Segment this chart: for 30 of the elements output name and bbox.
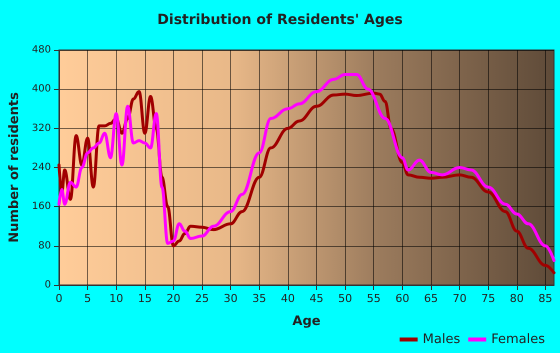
legend-label: Females <box>491 332 546 347</box>
legend-label: Males <box>422 332 460 347</box>
y-tick-label: 0 <box>44 280 51 290</box>
y-axis-title: Number of residents <box>7 92 22 243</box>
x-tick-label: 30 <box>224 292 238 305</box>
x-tick-label: 70 <box>452 292 467 305</box>
x-tick-label: 40 <box>280 292 295 305</box>
y-tick-label: 320 <box>32 122 51 134</box>
y-tick-label: 160 <box>32 201 51 212</box>
x-tick-label: 80 <box>510 292 524 305</box>
x-tick-label: 65 <box>424 292 438 305</box>
x-tick-label: 85 <box>538 292 552 305</box>
x-tick-label: 75 <box>481 292 496 305</box>
x-tick-label: 0 <box>55 292 62 305</box>
x-tick-label: 35 <box>252 292 266 305</box>
x-tick-label: 45 <box>310 292 324 305</box>
x-tick-label: 5 <box>84 292 92 305</box>
y-tick-label: 480 <box>32 44 51 56</box>
y-tick-label: 80 <box>38 240 51 252</box>
x-tick-label: 60 <box>395 292 410 305</box>
x-tick-label: 15 <box>138 292 152 305</box>
x-tick-label: 10 <box>109 292 124 305</box>
chart-title: Distribution of Residents' Ages <box>157 12 403 28</box>
x-tick-label: 25 <box>195 292 210 305</box>
x-tick-label: 20 <box>166 292 180 305</box>
x-tick-label: 55 <box>366 292 381 305</box>
x-tick-label: 50 <box>338 292 352 305</box>
x-axis-title: Age <box>292 314 321 329</box>
y-tick-label: 400 <box>32 84 51 95</box>
y-tick-label: 240 <box>32 162 51 173</box>
